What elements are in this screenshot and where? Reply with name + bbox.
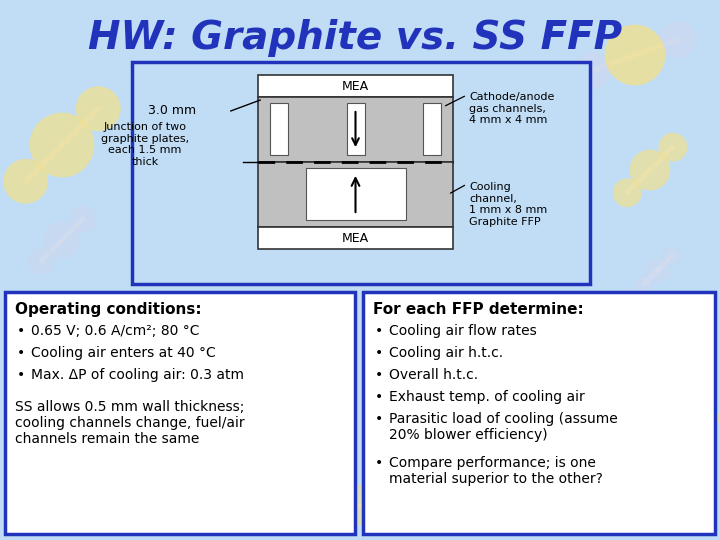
Circle shape bbox=[674, 384, 706, 416]
Bar bbox=[305, 168, 405, 220]
Text: •: • bbox=[375, 390, 383, 404]
FancyBboxPatch shape bbox=[363, 292, 715, 534]
Bar bbox=[258, 75, 453, 97]
Text: •: • bbox=[375, 346, 383, 360]
Circle shape bbox=[688, 456, 714, 482]
Circle shape bbox=[646, 498, 672, 524]
Circle shape bbox=[697, 407, 719, 429]
Text: MEA: MEA bbox=[342, 79, 369, 92]
Circle shape bbox=[314, 491, 342, 519]
Text: Cooling air flow rates: Cooling air flow rates bbox=[389, 324, 536, 338]
Circle shape bbox=[661, 371, 683, 393]
Circle shape bbox=[613, 179, 642, 207]
Text: Cooling air h.t.c.: Cooling air h.t.c. bbox=[389, 346, 503, 360]
Text: Operating conditions:: Operating conditions: bbox=[15, 302, 202, 317]
FancyBboxPatch shape bbox=[132, 62, 590, 284]
Circle shape bbox=[635, 275, 653, 293]
Circle shape bbox=[340, 485, 380, 525]
Circle shape bbox=[26, 431, 48, 453]
Circle shape bbox=[30, 113, 94, 177]
Text: Junction of two
graphite plates,
each 1.5 mm
thick: Junction of two graphite plates, each 1.… bbox=[101, 122, 189, 167]
Text: Max. ΔP of cooling air: 0.3 atm: Max. ΔP of cooling air: 0.3 atm bbox=[31, 368, 244, 382]
Bar bbox=[423, 103, 441, 155]
Text: Exhaust temp. of cooling air: Exhaust temp. of cooling air bbox=[389, 390, 585, 404]
Circle shape bbox=[70, 206, 96, 232]
Text: 3.0 mm: 3.0 mm bbox=[148, 104, 196, 117]
Circle shape bbox=[662, 472, 698, 508]
Text: •: • bbox=[17, 324, 25, 338]
Text: •: • bbox=[17, 346, 25, 360]
Text: MEA: MEA bbox=[342, 232, 369, 245]
Circle shape bbox=[660, 22, 696, 57]
Circle shape bbox=[62, 467, 84, 489]
Circle shape bbox=[36, 346, 56, 366]
Text: Cooling
channel,
1 mm x 8 mm
Graphite FFP: Cooling channel, 1 mm x 8 mm Graphite FF… bbox=[469, 182, 547, 227]
Circle shape bbox=[663, 247, 681, 265]
Text: Compare performance; is one
material superior to the other?: Compare performance; is one material sup… bbox=[389, 456, 603, 486]
Bar bbox=[346, 103, 364, 155]
FancyBboxPatch shape bbox=[5, 292, 355, 534]
Circle shape bbox=[28, 248, 54, 274]
Text: •: • bbox=[17, 368, 25, 382]
Circle shape bbox=[630, 150, 670, 190]
Text: HW: Graphite vs. SS FFP: HW: Graphite vs. SS FFP bbox=[88, 19, 622, 57]
Circle shape bbox=[574, 52, 610, 89]
Bar bbox=[270, 103, 288, 155]
Circle shape bbox=[646, 258, 670, 282]
Circle shape bbox=[39, 444, 71, 476]
Text: Overall h.t.c.: Overall h.t.c. bbox=[389, 368, 478, 382]
Bar bbox=[258, 227, 453, 249]
Text: •: • bbox=[375, 368, 383, 382]
Text: 0.65 V; 0.6 A/cm²; 80 °C: 0.65 V; 0.6 A/cm²; 80 °C bbox=[31, 324, 199, 338]
Text: •: • bbox=[375, 412, 383, 426]
Bar bbox=[258, 162, 453, 227]
Circle shape bbox=[4, 159, 48, 203]
Text: Parasitic load of cooling (assume
20% blower efficiency): Parasitic load of cooling (assume 20% bl… bbox=[389, 412, 618, 442]
Text: Cooling air enters at 40 °C: Cooling air enters at 40 °C bbox=[31, 346, 216, 360]
Circle shape bbox=[44, 222, 80, 258]
Circle shape bbox=[4, 314, 24, 334]
Text: •: • bbox=[375, 456, 383, 470]
Text: •: • bbox=[375, 324, 383, 338]
Text: For each FFP determine:: For each FFP determine: bbox=[373, 302, 584, 317]
Text: SS allows 0.5 mm wall thickness;
cooling channels change, fuel/air
channels rema: SS allows 0.5 mm wall thickness; cooling… bbox=[15, 400, 245, 447]
Circle shape bbox=[76, 87, 120, 131]
Circle shape bbox=[378, 491, 406, 519]
Text: Cathode/anode
gas channels,
4 mm x 4 mm: Cathode/anode gas channels, 4 mm x 4 mm bbox=[469, 92, 554, 125]
Circle shape bbox=[659, 133, 687, 161]
Circle shape bbox=[16, 326, 44, 354]
Bar bbox=[258, 97, 453, 162]
Circle shape bbox=[605, 25, 665, 85]
